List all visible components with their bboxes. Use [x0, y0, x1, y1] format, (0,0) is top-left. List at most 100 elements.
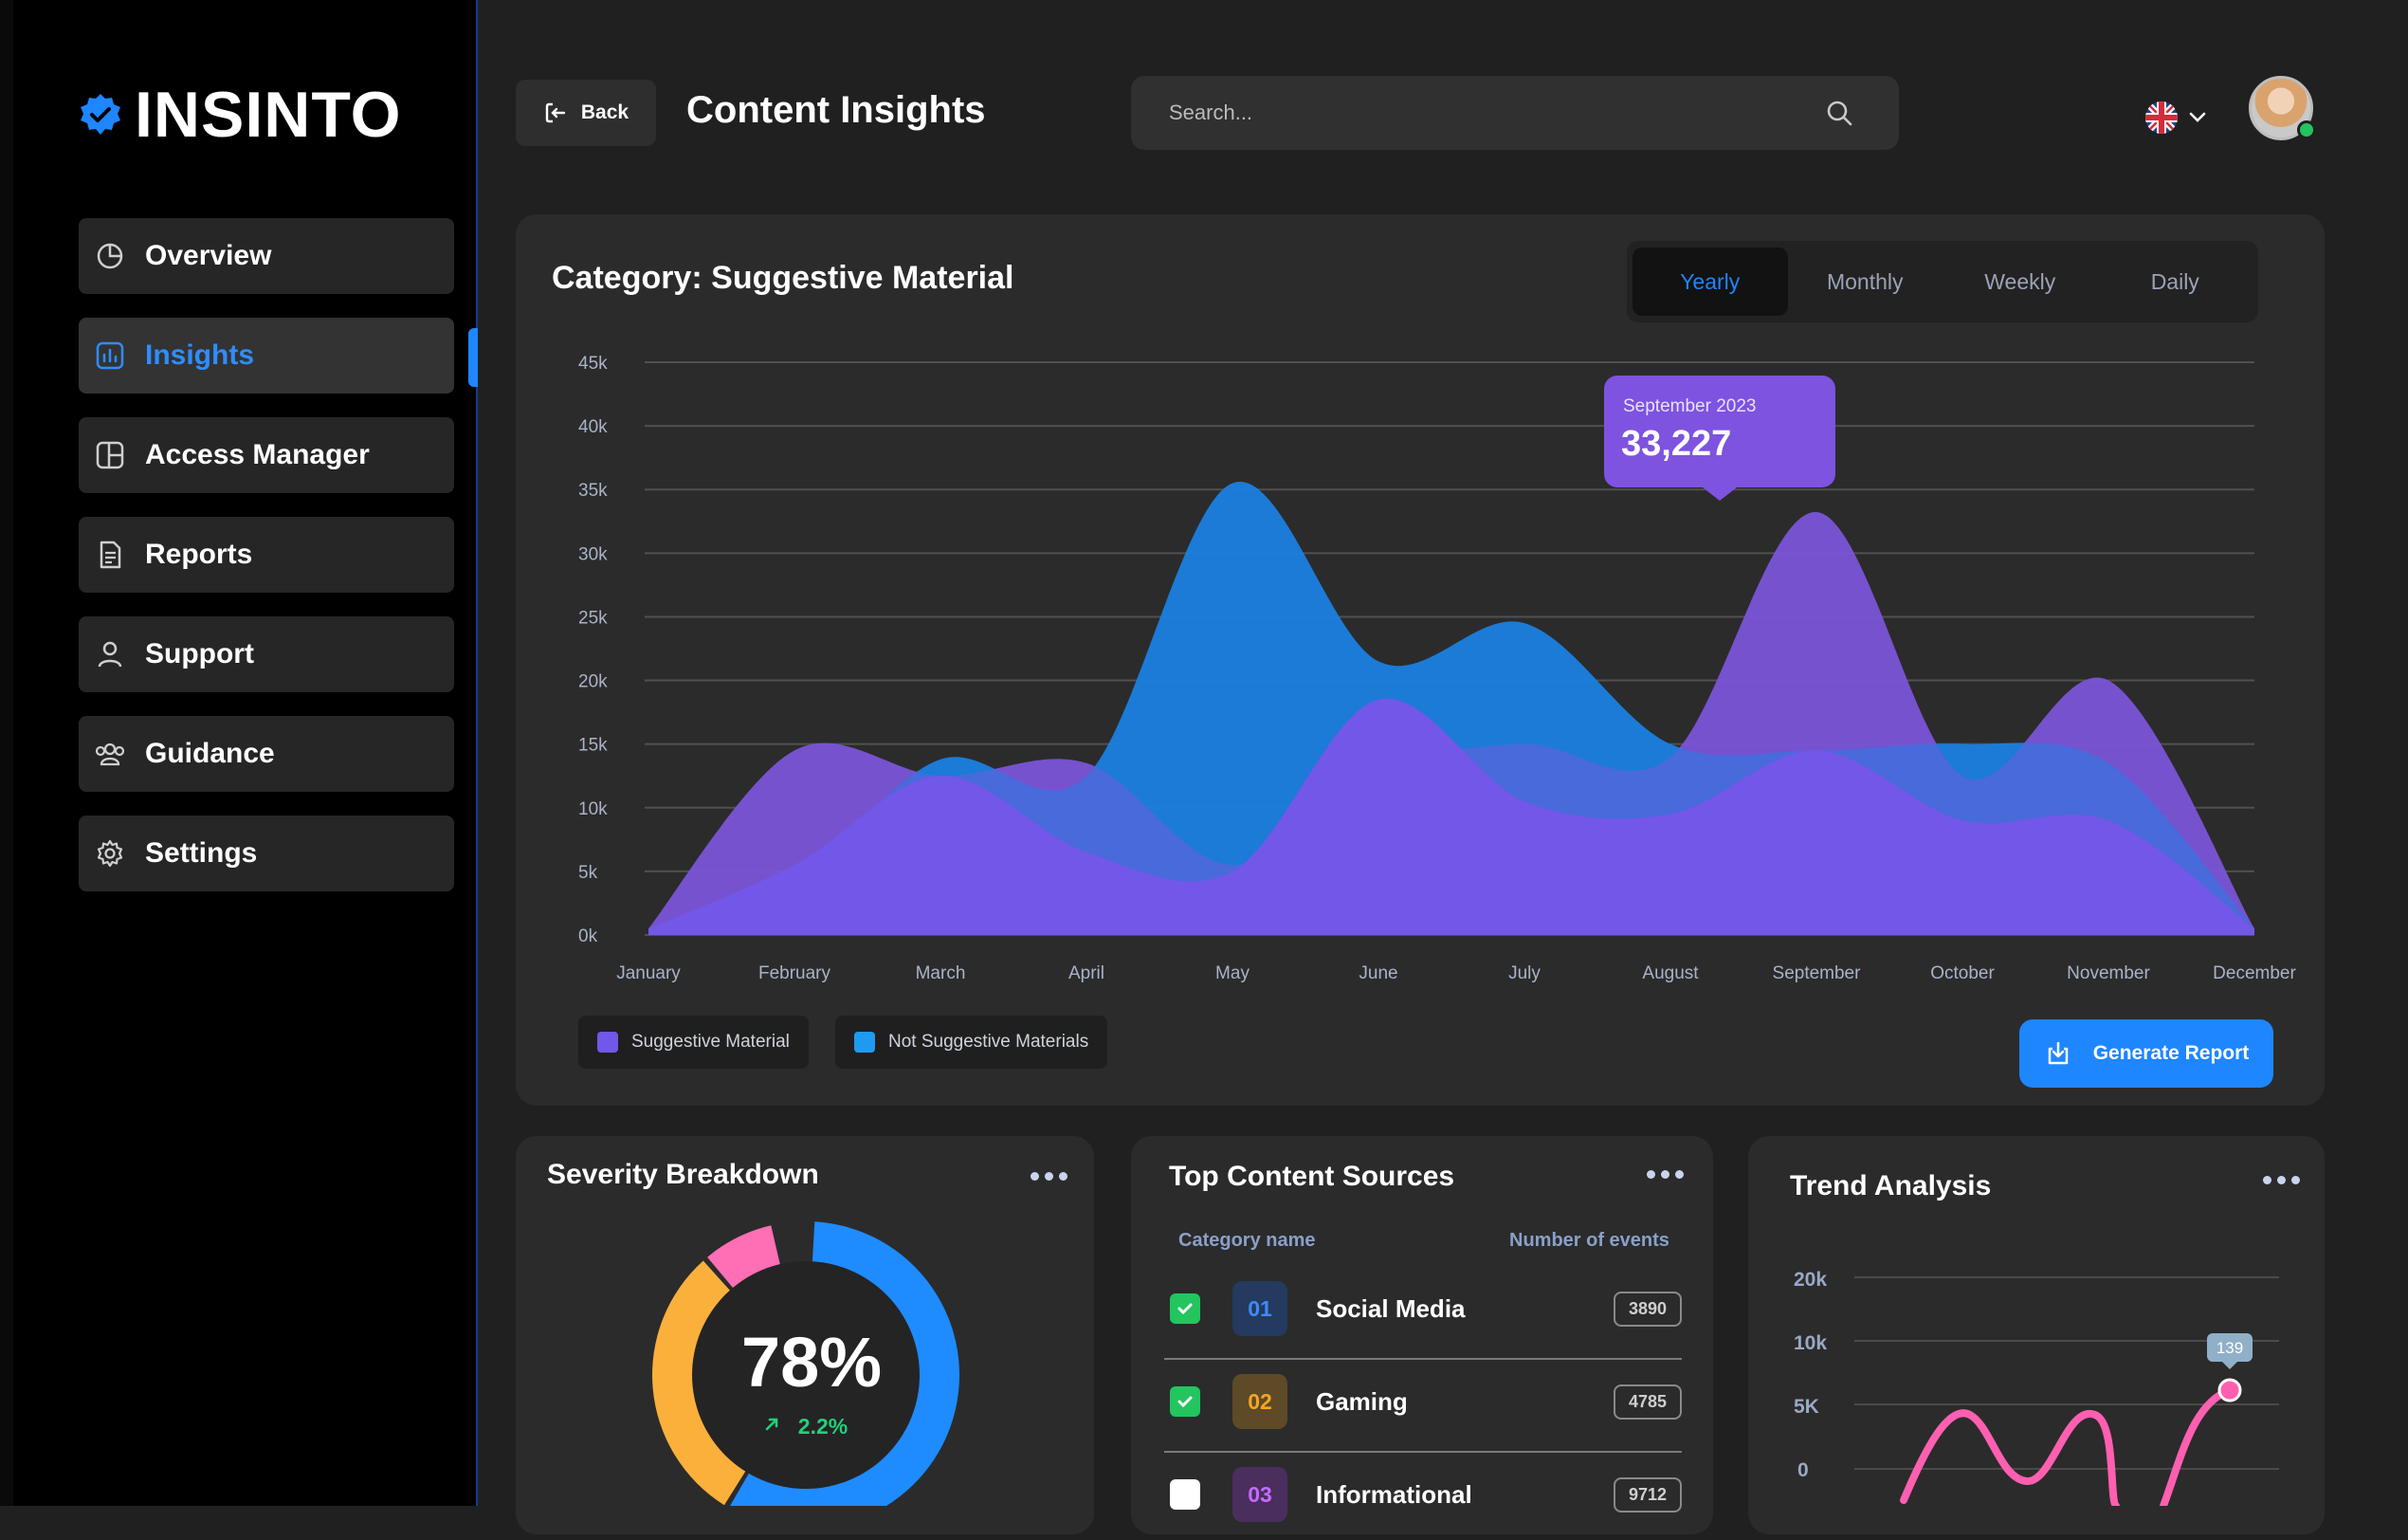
sidebar-item-settings[interactable]: Settings: [79, 816, 454, 891]
check-icon: [1177, 1303, 1193, 1315]
x-tick-label: October: [1930, 963, 1995, 983]
row-checkbox[interactable]: [1170, 1293, 1200, 1324]
row-divider: [1164, 1451, 1682, 1453]
legend-label: Suggestive Material: [631, 1032, 790, 1052]
trend-y-tick: 5K: [1794, 1396, 1819, 1418]
donut-segment: [707, 1225, 781, 1290]
trend-point: [2217, 1378, 2242, 1402]
sidebar-item-guidance[interactable]: Guidance: [79, 716, 454, 792]
legend-suggestive[interactable]: Suggestive Material: [578, 1016, 809, 1069]
legend-swatch: [854, 1032, 875, 1053]
users-icon: [94, 738, 126, 770]
sidebar-item-label: Insights: [145, 339, 255, 371]
sidebar-item-support[interactable]: Support: [79, 616, 454, 692]
brand-name: INSINTO: [135, 79, 402, 151]
sources-more-button[interactable]: [1647, 1170, 1684, 1179]
y-tick-label: 15k: [578, 736, 608, 756]
trend-grid: [1854, 1276, 2279, 1470]
trend-line: [1900, 1386, 2234, 1506]
row-rank: 03: [1232, 1467, 1287, 1522]
area-chart: 0k 5k 10k 15k 20k 25k 30k 35k 40k 45k January Febru…: [578, 354, 2296, 983]
table-row[interactable]: 03 Informational 9712: [1164, 1449, 1682, 1540]
column-header-events: Number of events: [1509, 1230, 1669, 1251]
sidebar-item-insights[interactable]: Insights: [79, 318, 454, 394]
window-edge: [0, 0, 13, 1506]
sidebar-item-reports[interactable]: Reports: [79, 517, 454, 593]
brand-logo[interactable]: INSINTO: [78, 78, 402, 152]
tooltip-pointer: [1703, 487, 1737, 501]
chart-axes: 0k 5k 10k 15k 20k 25k 30k 35k 40k 45k January Febru…: [578, 354, 2296, 983]
tooltip-value: 33,227: [1621, 424, 1731, 464]
row-count: 3890: [1613, 1291, 1682, 1327]
trend-y-tick: 0: [1797, 1459, 1809, 1481]
tooltip-box: [1604, 376, 1835, 487]
x-tick-label: April: [1068, 963, 1104, 983]
sidebar-item-label: Settings: [145, 837, 258, 869]
x-tick-label: November: [2067, 963, 2150, 983]
user-icon: [94, 638, 126, 670]
trend-more-button[interactable]: [2263, 1176, 2300, 1184]
legend-label: Not Suggestive Materials: [888, 1032, 1089, 1052]
pie-chart-icon: [94, 240, 126, 272]
generate-report-button[interactable]: Generate Report: [2019, 1019, 2273, 1088]
search-icon[interactable]: [1825, 99, 1853, 127]
severity-more-button[interactable]: [1031, 1172, 1067, 1181]
x-tick-label: September: [1773, 963, 1862, 983]
tab-weekly[interactable]: Weekly: [1984, 268, 2056, 294]
trend-tooltip-value: 139: [2216, 1339, 2243, 1357]
verified-badge-icon: [81, 94, 120, 135]
x-tick-label: July: [1508, 963, 1541, 983]
back-button[interactable]: Back: [516, 80, 656, 146]
x-tick-label: June: [1359, 963, 1397, 983]
y-tick-label: 30k: [578, 544, 608, 564]
x-tick-label: August: [1642, 963, 1699, 983]
severity-change: 2.2%: [798, 1414, 848, 1439]
sources-card: [1131, 1136, 1713, 1534]
donut-center: [692, 1261, 920, 1489]
sidebar-item-label: Access Manager: [145, 439, 370, 470]
sidebar-item-access-manager[interactable]: Access Manager: [79, 417, 454, 493]
period-tabs: Yearly Monthly Weekly Daily: [1627, 241, 2258, 322]
x-tick-label: December: [2213, 963, 2296, 983]
chart-title: Category: Suggestive Material: [552, 260, 1014, 296]
uk-flag-icon: [2145, 101, 2178, 134]
back-icon: [545, 102, 566, 123]
chevron-down-icon: [2189, 112, 2206, 122]
tab-yearly[interactable]: Yearly: [1633, 248, 1788, 316]
row-checkbox[interactable]: [1170, 1479, 1200, 1510]
check-icon: [1177, 1396, 1193, 1408]
table-row[interactable]: 01 Social Media 3890: [1164, 1263, 1682, 1354]
x-tick-label: March: [916, 963, 966, 983]
trend-line-chart: 20k 10k 5K 0 139: [1794, 1269, 2279, 1506]
layout-icon: [94, 439, 126, 471]
tab-daily[interactable]: Daily: [2150, 268, 2199, 294]
sidebar-item-overview[interactable]: Overview: [79, 218, 454, 294]
avatar[interactable]: [2249, 76, 2316, 140]
y-tick-label: 35k: [578, 481, 608, 501]
severity-donut-chart: 78% 2.2%: [652, 1221, 959, 1506]
table-row[interactable]: 02 Gaming 4785: [1164, 1356, 1682, 1447]
search-input[interactable]: [1169, 76, 1814, 150]
x-tick-label: May: [1215, 963, 1250, 983]
series-area-suggestive-front: [648, 698, 2254, 935]
legend-not-suggestive[interactable]: Not Suggestive Materials: [835, 1016, 1108, 1069]
y-tick-label: 25k: [578, 608, 608, 628]
tab-monthly[interactable]: Monthly: [1826, 268, 1904, 294]
sidebar-item-label: Overview: [145, 240, 272, 271]
sidebar-item-label: Support: [145, 638, 254, 669]
active-nav-indicator: [468, 328, 478, 387]
document-icon: [94, 539, 126, 571]
language-selector[interactable]: [2144, 101, 2207, 135]
row-name: Gaming: [1316, 1386, 1408, 1416]
row-divider: [1164, 1358, 1682, 1360]
y-tick-label: 45k: [578, 354, 608, 374]
row-checkbox[interactable]: [1170, 1386, 1200, 1417]
column-header-category: Category name: [1178, 1230, 1316, 1251]
row-count: 9712: [1613, 1476, 1682, 1512]
x-tick-label: February: [758, 963, 831, 983]
sidebar-item-label: Guidance: [145, 738, 275, 769]
row-name: Informational: [1316, 1479, 1472, 1509]
donut-segment: [652, 1260, 747, 1506]
y-tick-label: 10k: [578, 799, 608, 819]
legend-swatch: [597, 1032, 618, 1053]
